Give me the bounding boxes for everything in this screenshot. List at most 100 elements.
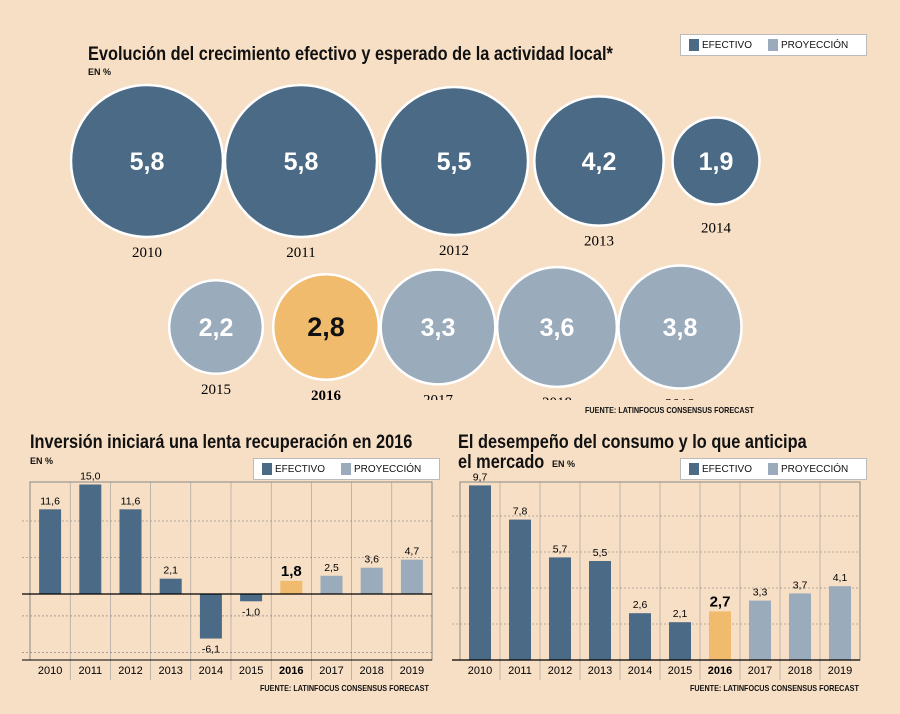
bubble-value-label: 3,8 bbox=[663, 314, 698, 342]
legend-efectivo-swatch bbox=[689, 463, 699, 475]
bubble-2012 bbox=[378, 85, 530, 237]
bar-2015 bbox=[669, 622, 691, 660]
bubble-year-label: 2017 bbox=[423, 392, 454, 400]
legend-efectivo-swatch bbox=[262, 463, 272, 475]
consumption-chart-source: FUENTE: LATINFOCUS CONSENSUS FORECAST bbox=[690, 683, 859, 693]
bar-value-label: 4,1 bbox=[833, 572, 848, 584]
consumption-chart-unit: EN % bbox=[552, 459, 576, 469]
legend-efectivo-label: EFECTIVO bbox=[702, 39, 753, 51]
bubble-value-label: 1,9 bbox=[699, 148, 734, 176]
bar-value-label: 11,6 bbox=[40, 495, 60, 507]
bubble-year-label: 2011 bbox=[286, 245, 315, 261]
x-tick-label: 2010 bbox=[38, 665, 62, 677]
bar-value-label: 2,7 bbox=[710, 593, 731, 610]
bar-value-label: 3,3 bbox=[753, 587, 768, 599]
bubble-year-label: 2012 bbox=[439, 243, 469, 259]
x-tick-label: 2014 bbox=[628, 665, 652, 677]
bubble-2011 bbox=[223, 83, 379, 239]
legend-efectivo-swatch bbox=[689, 39, 699, 51]
x-tick-label: 2012 bbox=[118, 665, 142, 677]
bar-2015 bbox=[240, 594, 263, 602]
bar-2011 bbox=[79, 484, 102, 594]
x-tick-label: 2018 bbox=[359, 665, 383, 677]
bubble-value-label: 4,2 bbox=[582, 148, 617, 176]
bubble-2016 bbox=[271, 272, 381, 382]
investment-chart-title: Inversión iniciará una lenta recuperació… bbox=[30, 432, 413, 453]
investment-bar-chart: 11,6 2010 15,0 2011 11,6 2012 2,1 2013 -6,1 2014 -… bbox=[22, 471, 433, 680]
bubble-value-label: 5,8 bbox=[130, 148, 165, 176]
bar-2019 bbox=[400, 559, 423, 594]
bar-value-label: 11,6 bbox=[121, 495, 141, 507]
legend-proyeccion-label: PROYECCIÓN bbox=[354, 463, 422, 475]
x-tick-label: 2016 bbox=[708, 665, 732, 677]
bar-2018 bbox=[360, 567, 383, 594]
bar-2010 bbox=[39, 509, 62, 594]
legend-proyeccion-label: PROYECCIÓN bbox=[781, 39, 849, 51]
legend-proyeccion-swatch bbox=[341, 463, 352, 475]
bar-value-label: 2,6 bbox=[633, 599, 648, 611]
bubble-chart-source: FUENTE: LATINFOCUS CONSENSUS FORECAST bbox=[585, 405, 754, 415]
bubble-2018 bbox=[495, 265, 619, 389]
bar-value-label: 5,5 bbox=[593, 547, 608, 559]
bar-value-label: -6,1 bbox=[202, 644, 220, 656]
bar-value-label: 4,7 bbox=[405, 546, 420, 558]
bar-value-label: 5,7 bbox=[553, 543, 568, 555]
x-tick-label: 2012 bbox=[548, 665, 572, 677]
x-tick-label: 2013 bbox=[588, 665, 612, 677]
bar-value-label: 2,5 bbox=[324, 562, 339, 574]
bubble-year-label: 2015 bbox=[201, 382, 231, 398]
x-tick-label: 2011 bbox=[508, 665, 532, 677]
bar-value-label: 3,7 bbox=[793, 579, 808, 591]
bar-value-label: 2,1 bbox=[673, 608, 688, 620]
bubble-value-label: 5,8 bbox=[284, 148, 319, 176]
x-tick-label: 2015 bbox=[668, 665, 692, 677]
bubble-value-label: 3,6 bbox=[540, 314, 575, 342]
x-tick-label: 2017 bbox=[748, 665, 772, 677]
x-tick-label: 2011 bbox=[78, 665, 102, 677]
consumption-legend: EFECTIVO PROYECCIÓN bbox=[680, 458, 868, 480]
bar-2013 bbox=[589, 561, 611, 660]
legend-proyeccion-swatch bbox=[768, 463, 779, 475]
legend-efectivo-label: EFECTIVO bbox=[702, 463, 753, 475]
legend-efectivo-label: EFECTIVO bbox=[275, 463, 326, 475]
x-tick-label: 2013 bbox=[158, 665, 182, 677]
bubble-value-label: 2,8 bbox=[307, 312, 345, 342]
bubble-value-label: 2,2 bbox=[199, 314, 234, 342]
bar-2014 bbox=[629, 613, 651, 660]
bubble-year-label: 2010 bbox=[132, 245, 162, 261]
bar-2013 bbox=[159, 578, 182, 594]
bar-2017 bbox=[320, 575, 343, 594]
bar-value-label: 2,1 bbox=[163, 565, 178, 577]
investment-chart-source: FUENTE: LATINFOCUS CONSENSUS FORECAST bbox=[260, 683, 429, 693]
bubble-2015 bbox=[167, 278, 265, 376]
bar-2016 bbox=[280, 580, 303, 594]
consumption-chart-title-line2: el mercado bbox=[458, 452, 545, 473]
bubble-year-label: 2019 bbox=[665, 397, 695, 400]
bar-2011 bbox=[509, 519, 531, 660]
bar-2012 bbox=[549, 557, 571, 660]
x-tick-label: 2018 bbox=[788, 665, 812, 677]
x-tick-label: 2015 bbox=[239, 665, 263, 677]
bar-2012 bbox=[119, 509, 142, 594]
bubble-2019 bbox=[617, 264, 743, 390]
bubble-value-label: 3,3 bbox=[421, 314, 456, 342]
bar-2016 bbox=[709, 611, 731, 660]
bar-value-label: -1,0 bbox=[242, 606, 260, 618]
bubble-year-label: 2018 bbox=[542, 395, 572, 400]
bar-value-label: 15,0 bbox=[80, 471, 101, 483]
consumption-chart-title-line1: El desempeño del consumo y lo que antici… bbox=[458, 432, 807, 453]
bubble-chart: 5,8 2010 5,8 2011 5,5 2012 4,2 2013 1,9 2014 2,2 20… bbox=[69, 83, 761, 400]
bar-value-label: 9,7 bbox=[473, 471, 488, 483]
bubble-legend: EFECTIVO PROYECCIÓN bbox=[680, 34, 868, 56]
bubble-year-label: 2014 bbox=[701, 220, 732, 236]
bar-2017 bbox=[749, 600, 771, 660]
bubble-chart-unit: EN % bbox=[88, 67, 112, 77]
x-tick-label: 2010 bbox=[468, 665, 492, 677]
bubble-value-label: 5,5 bbox=[437, 148, 472, 176]
x-tick-label: 2019 bbox=[828, 665, 852, 677]
bubble-chart-title: Evolución del crecimiento efectivo y esp… bbox=[88, 44, 613, 65]
bubble-year-label: 2016 bbox=[311, 388, 342, 400]
investment-legend: EFECTIVO PROYECCIÓN bbox=[253, 458, 441, 480]
bubble-2017 bbox=[379, 268, 497, 386]
